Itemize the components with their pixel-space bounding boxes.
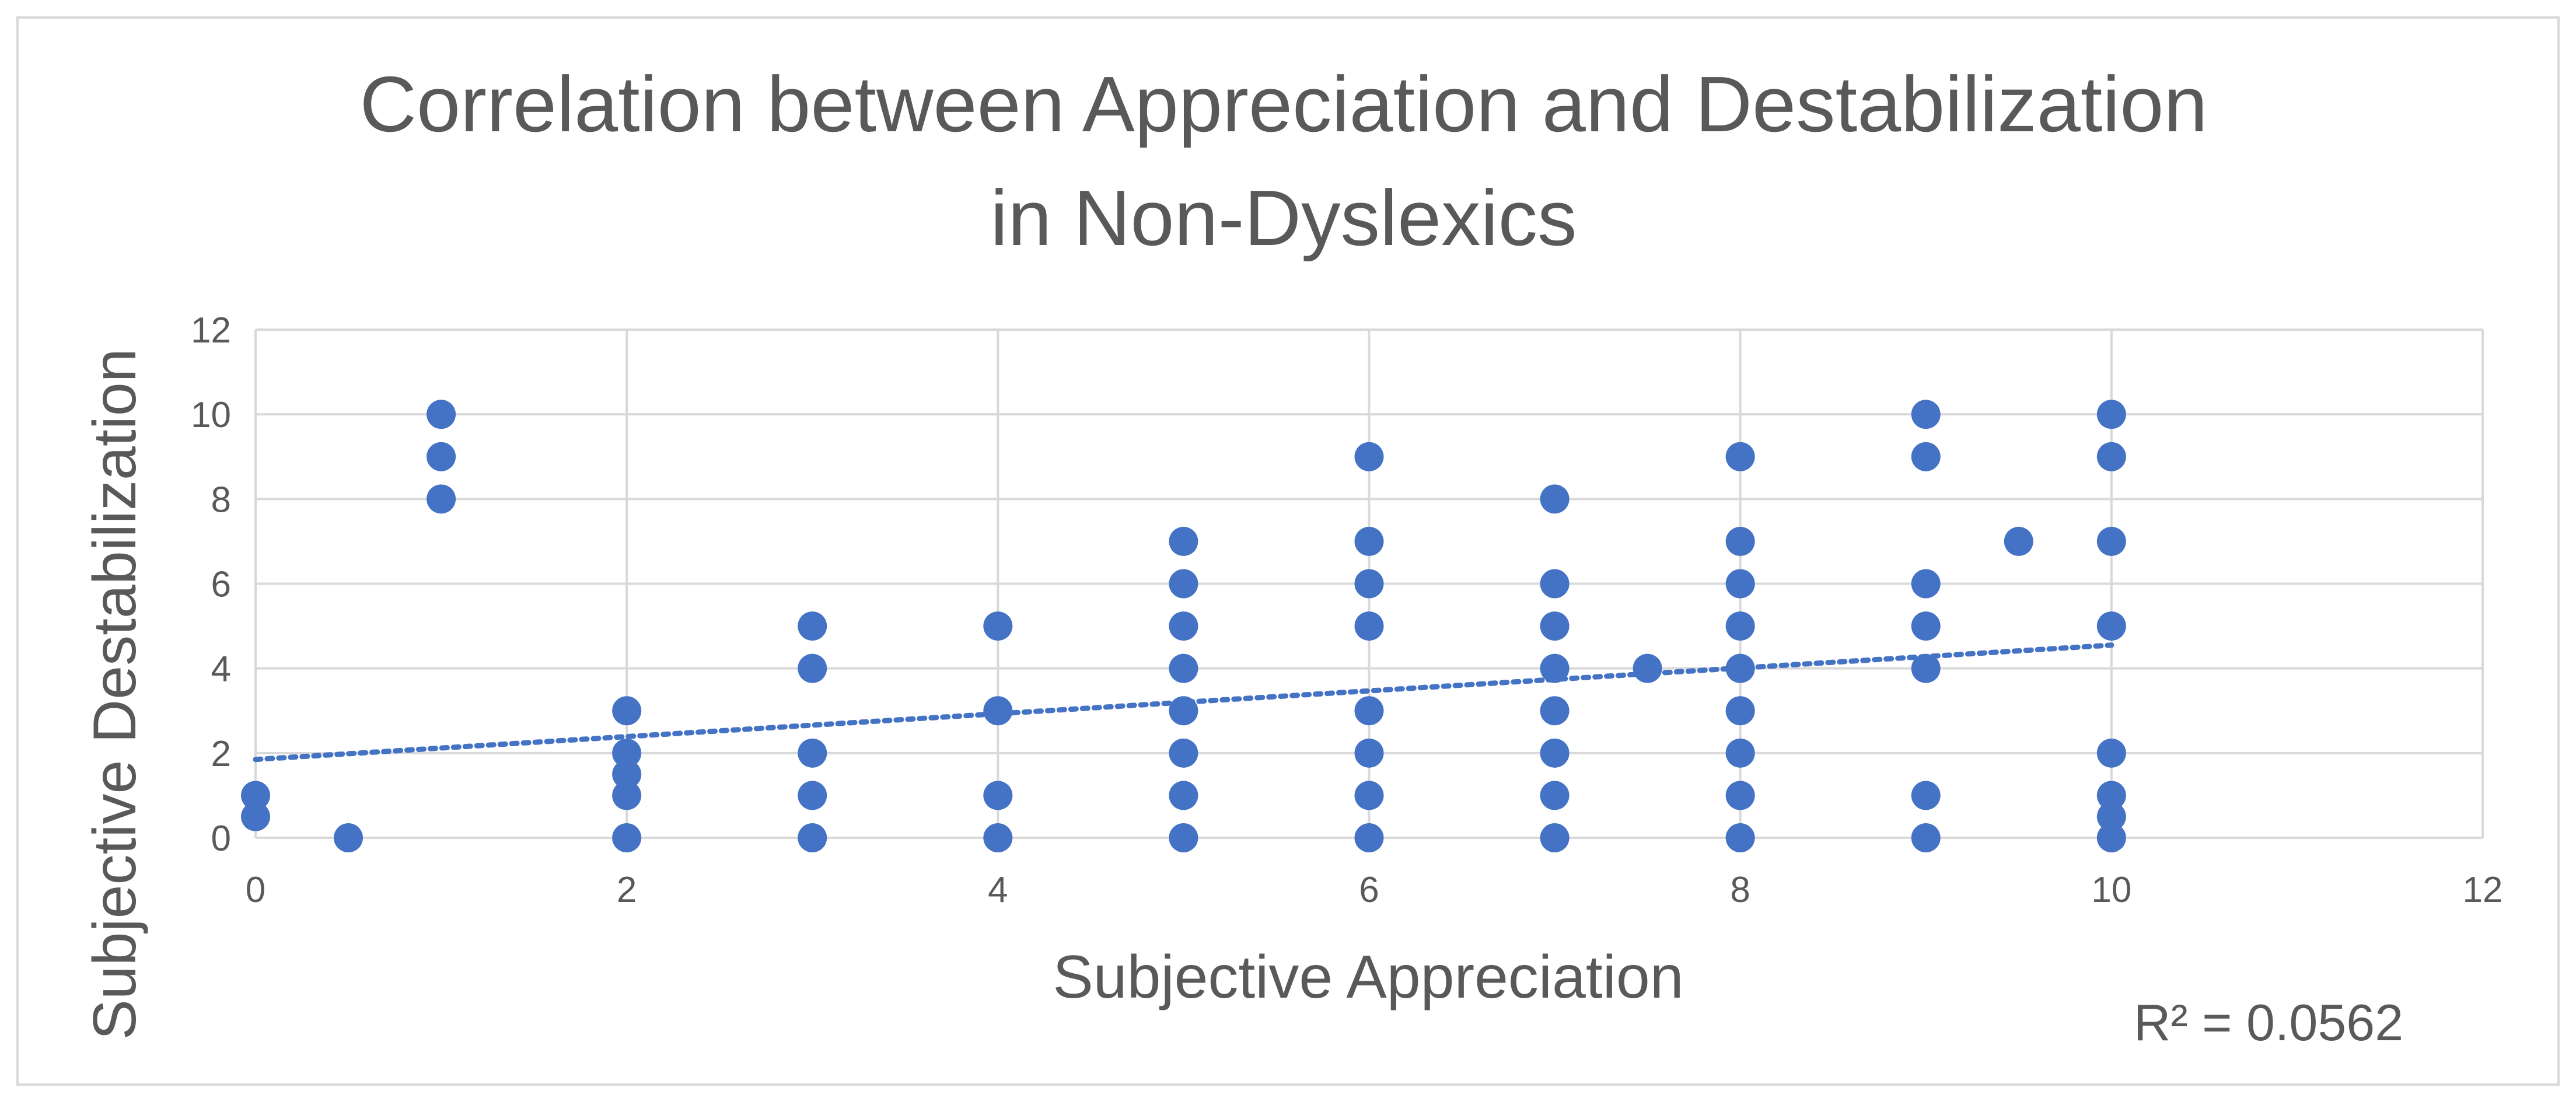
data-point	[2096, 781, 2126, 810]
data-point	[612, 760, 642, 789]
data-point	[334, 823, 363, 852]
data-point	[1911, 611, 1941, 641]
data-point	[983, 611, 1013, 641]
y-tick-label: 0	[211, 819, 231, 859]
data-point	[1911, 781, 1941, 810]
data-point	[1725, 442, 1755, 471]
data-point	[1169, 738, 1198, 768]
data-point	[2096, 611, 2126, 641]
y-tick-label: 2	[211, 734, 231, 774]
y-tick-label: 6	[211, 565, 231, 605]
data-point	[427, 400, 456, 429]
x-axis-label: Subjective Appreciation	[1053, 943, 1683, 1011]
data-point	[798, 653, 827, 683]
x-tick-label: 4	[988, 870, 1008, 910]
data-point	[1540, 484, 1570, 514]
data-point	[1725, 653, 1755, 683]
data-point	[1911, 400, 1941, 429]
data-point	[2096, 823, 2126, 852]
data-point	[427, 484, 456, 514]
data-point	[1725, 738, 1755, 768]
data-point	[1911, 442, 1941, 471]
data-point	[1911, 823, 1941, 852]
data-point	[1725, 526, 1755, 556]
data-point	[1911, 569, 1941, 599]
data-point	[241, 781, 270, 810]
data-point	[2096, 526, 2126, 556]
x-tick-label: 2	[617, 870, 637, 910]
data-point	[798, 781, 827, 810]
data-point	[1540, 653, 1570, 683]
data-point	[798, 738, 827, 768]
data-point	[1354, 738, 1384, 768]
r-squared-label: R² = 0.0562	[2134, 994, 2403, 1051]
data-point	[1540, 696, 1570, 726]
x-tick-label: 12	[2463, 870, 2503, 910]
data-point	[1540, 781, 1570, 810]
data-point	[1354, 442, 1384, 471]
data-point	[983, 823, 1013, 852]
y-axis-label: Subjective Destabilization	[81, 348, 149, 1040]
data-point	[1169, 653, 1198, 683]
y-tick-label: 12	[191, 310, 231, 351]
data-point	[1725, 781, 1755, 810]
data-point	[1540, 611, 1570, 641]
data-point	[612, 823, 642, 852]
chart-border	[16, 16, 2560, 1086]
data-point	[1354, 696, 1384, 726]
data-point	[1540, 569, 1570, 599]
data-points	[241, 400, 2126, 852]
data-point	[1540, 823, 1570, 852]
data-point	[2096, 442, 2126, 471]
data-point	[1633, 653, 1662, 683]
x-tick-label: 6	[1359, 870, 1379, 910]
data-point	[2096, 802, 2126, 831]
data-point	[2096, 738, 2126, 768]
data-point	[1725, 823, 1755, 852]
x-tick-label: 10	[2091, 870, 2131, 910]
y-tick-label: 8	[211, 480, 231, 520]
x-tick-label: 8	[1730, 870, 1750, 910]
tick-labels: 0 2 4 6 8 10 12 0 2 4 6 8 10 12	[191, 310, 2502, 910]
data-point	[1354, 526, 1384, 556]
y-tick-label: 10	[191, 395, 231, 435]
chart-subtitle: in Non-Dyslexics	[990, 174, 1577, 262]
data-point	[1725, 696, 1755, 726]
data-point	[1169, 823, 1198, 852]
data-point	[1354, 823, 1384, 852]
data-point	[1911, 653, 1941, 683]
data-point	[1725, 569, 1755, 599]
data-point	[1169, 696, 1198, 726]
x-tick-label: 0	[246, 870, 265, 910]
data-point	[1354, 569, 1384, 599]
data-point	[1169, 569, 1198, 599]
data-point	[1169, 781, 1198, 810]
data-point	[612, 696, 642, 726]
data-point	[983, 781, 1013, 810]
data-point	[2096, 400, 2126, 429]
data-point	[241, 802, 270, 831]
data-point	[612, 738, 642, 768]
y-tick-label: 4	[211, 649, 231, 690]
data-point	[798, 823, 827, 852]
data-point	[1354, 781, 1384, 810]
data-point	[612, 781, 642, 810]
data-point	[1725, 611, 1755, 641]
data-point	[2004, 526, 2033, 556]
chart-title: Correlation between Appreciation and Des…	[360, 60, 2208, 148]
data-point	[798, 611, 827, 641]
data-point	[1169, 611, 1198, 641]
data-point	[1540, 738, 1570, 768]
data-point	[1354, 611, 1384, 641]
data-point	[427, 442, 456, 471]
data-point	[983, 696, 1013, 726]
data-point	[1169, 526, 1198, 556]
